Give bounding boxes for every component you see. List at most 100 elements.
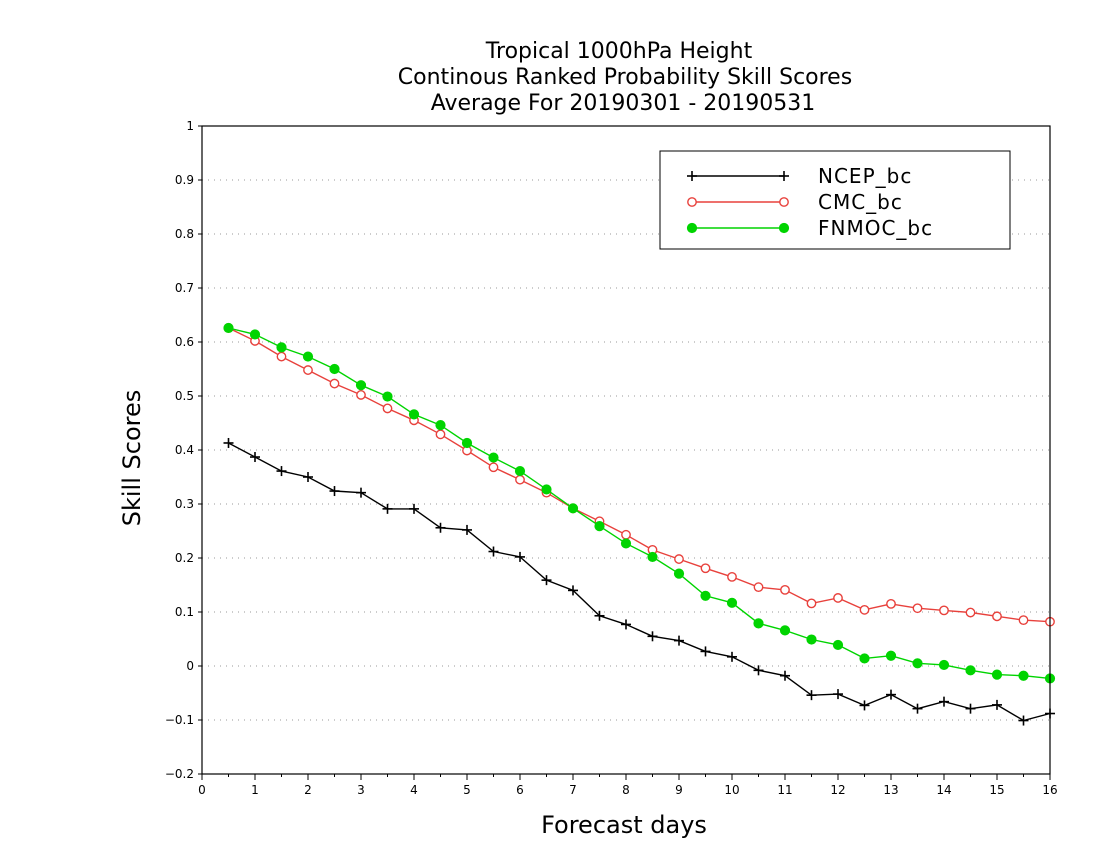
data-point-ncep-bc [886,689,896,700]
y-tick-label: −0.2 [165,767,194,781]
legend-label: NCEP_bc [818,164,912,188]
data-point-fnmoc-bc [541,484,552,495]
data-point-fnmoc-bc [302,351,314,362]
x-tick-label: 2 [304,783,312,797]
legend-marker-left [687,171,697,181]
data-point-fnmoc-bc [991,669,1003,680]
data-point-fnmoc-bc [806,634,817,645]
data-point-ncep-bc [912,703,923,714]
data-point-ncep-bc [647,631,658,642]
x-tick-label: 3 [357,783,365,797]
data-point-fnmoc-bc [938,659,950,671]
data-point-fnmoc-bc [673,568,685,579]
data-point-fnmoc-bc [514,465,526,477]
data-point-ncep-bc [329,486,340,497]
data-point-fnmoc-bc [408,409,420,420]
y-tick-label: 0.2 [175,551,194,565]
legend-label: FNMOC_bc [818,216,933,240]
x-tick-label: 13 [883,783,898,797]
y-tick-label: 0.5 [175,389,194,403]
series-fnmoc-bc [223,322,1056,684]
legend-entry-fnmoc-bc: FNMOC_bc [686,216,933,240]
data-point-ncep-bc [674,635,684,646]
y-axis-label: Skill Scores [118,390,146,527]
data-point-cmc-bc [886,599,896,609]
y-tick-label: 0.8 [175,227,194,241]
data-point-fnmoc-bc [885,650,897,661]
y-tick-label: −0.1 [165,713,194,727]
data-point-fnmoc-bc [620,538,632,549]
data-point-ncep-bc [541,575,552,586]
data-point-cmc-bc [912,603,923,614]
legend-marker-right [779,171,789,181]
data-point-cmc-bc [780,584,790,595]
data-point-ncep-bc [594,610,605,621]
data-point-fnmoc-bc [859,653,870,664]
data-point-cmc-bc [806,598,817,609]
data-point-fnmoc-bc [912,658,923,669]
x-tick-label: 12 [830,783,845,797]
y-tick-label: 0.4 [175,443,194,457]
chart-title-line-2: Continous Ranked Probability Skill Score… [398,65,852,90]
data-point-cmc-bc [488,462,499,473]
data-point-fnmoc-bc [355,380,367,391]
data-point-fnmoc-bc [647,551,658,563]
series-layer [223,322,1056,726]
series-ncep-bc [223,437,1055,726]
chart-title-line-1: Tropical 1000hPa Height [485,39,753,64]
data-point-ncep-bc [833,689,843,700]
x-tick-label: 4 [410,783,418,797]
series-line-cmc-bc [228,327,1051,623]
x-axis-label: Forecast days [541,811,707,839]
data-point-fnmoc-bc [779,625,791,636]
x-tick-label: 9 [675,783,683,797]
data-point-fnmoc-bc [461,437,473,449]
data-point-fnmoc-bc [700,590,711,601]
x-tick-label: 7 [569,783,577,797]
legend-entry-cmc-bc: CMC_bc [687,190,902,214]
data-point-cmc-bc [833,593,843,603]
x-tick-label: 15 [989,783,1004,797]
data-point-cmc-bc [700,563,711,574]
data-point-ncep-bc [488,546,499,557]
data-point-ncep-bc [939,696,949,707]
x-tick-label: 11 [777,783,792,797]
data-point-ncep-bc [806,690,817,701]
axis-ticks: −0.2−0.100.10.20.30.40.50.60.70.80.910 1 2… [165,119,1058,797]
y-tick-label: 0.3 [175,497,194,511]
data-point-fnmoc-bc [488,452,499,463]
data-point-ncep-bc [462,524,472,535]
x-tick-label: 14 [936,783,951,797]
data-point-ncep-bc [621,619,631,630]
data-point-ncep-bc [727,651,737,662]
x-tick-label: 16 [1042,783,1057,797]
data-point-fnmoc-bc [435,420,446,431]
grid-lines [202,179,1050,721]
data-point-ncep-bc [568,585,578,596]
data-point-ncep-bc [1018,715,1029,726]
x-tick-label: 10 [724,783,739,797]
data-point-fnmoc-bc [276,342,287,353]
data-point-ncep-bc [250,452,260,463]
legend-box [659,150,1011,250]
y-tick-label: 0.6 [175,335,194,349]
x-tick-label: 0 [198,783,206,797]
y-tick-label: 0.1 [175,605,194,619]
data-point-cmc-bc [859,604,870,615]
data-point-fnmoc-bc [329,363,340,375]
data-point-cmc-bc [753,582,764,593]
data-point-fnmoc-bc [726,597,738,608]
data-point-cmc-bc [939,605,949,616]
data-point-fnmoc-bc [249,329,261,340]
data-point-cmc-bc [382,403,393,414]
data-point-ncep-bc [515,551,525,562]
data-point-fnmoc-bc [965,665,976,676]
data-point-ncep-bc [965,703,976,714]
data-point-cmc-bc [965,607,976,618]
data-point-ncep-bc [859,700,870,711]
legend-marker-right [778,222,790,234]
data-point-ncep-bc [780,670,790,681]
data-point-cmc-bc [1018,615,1029,625]
